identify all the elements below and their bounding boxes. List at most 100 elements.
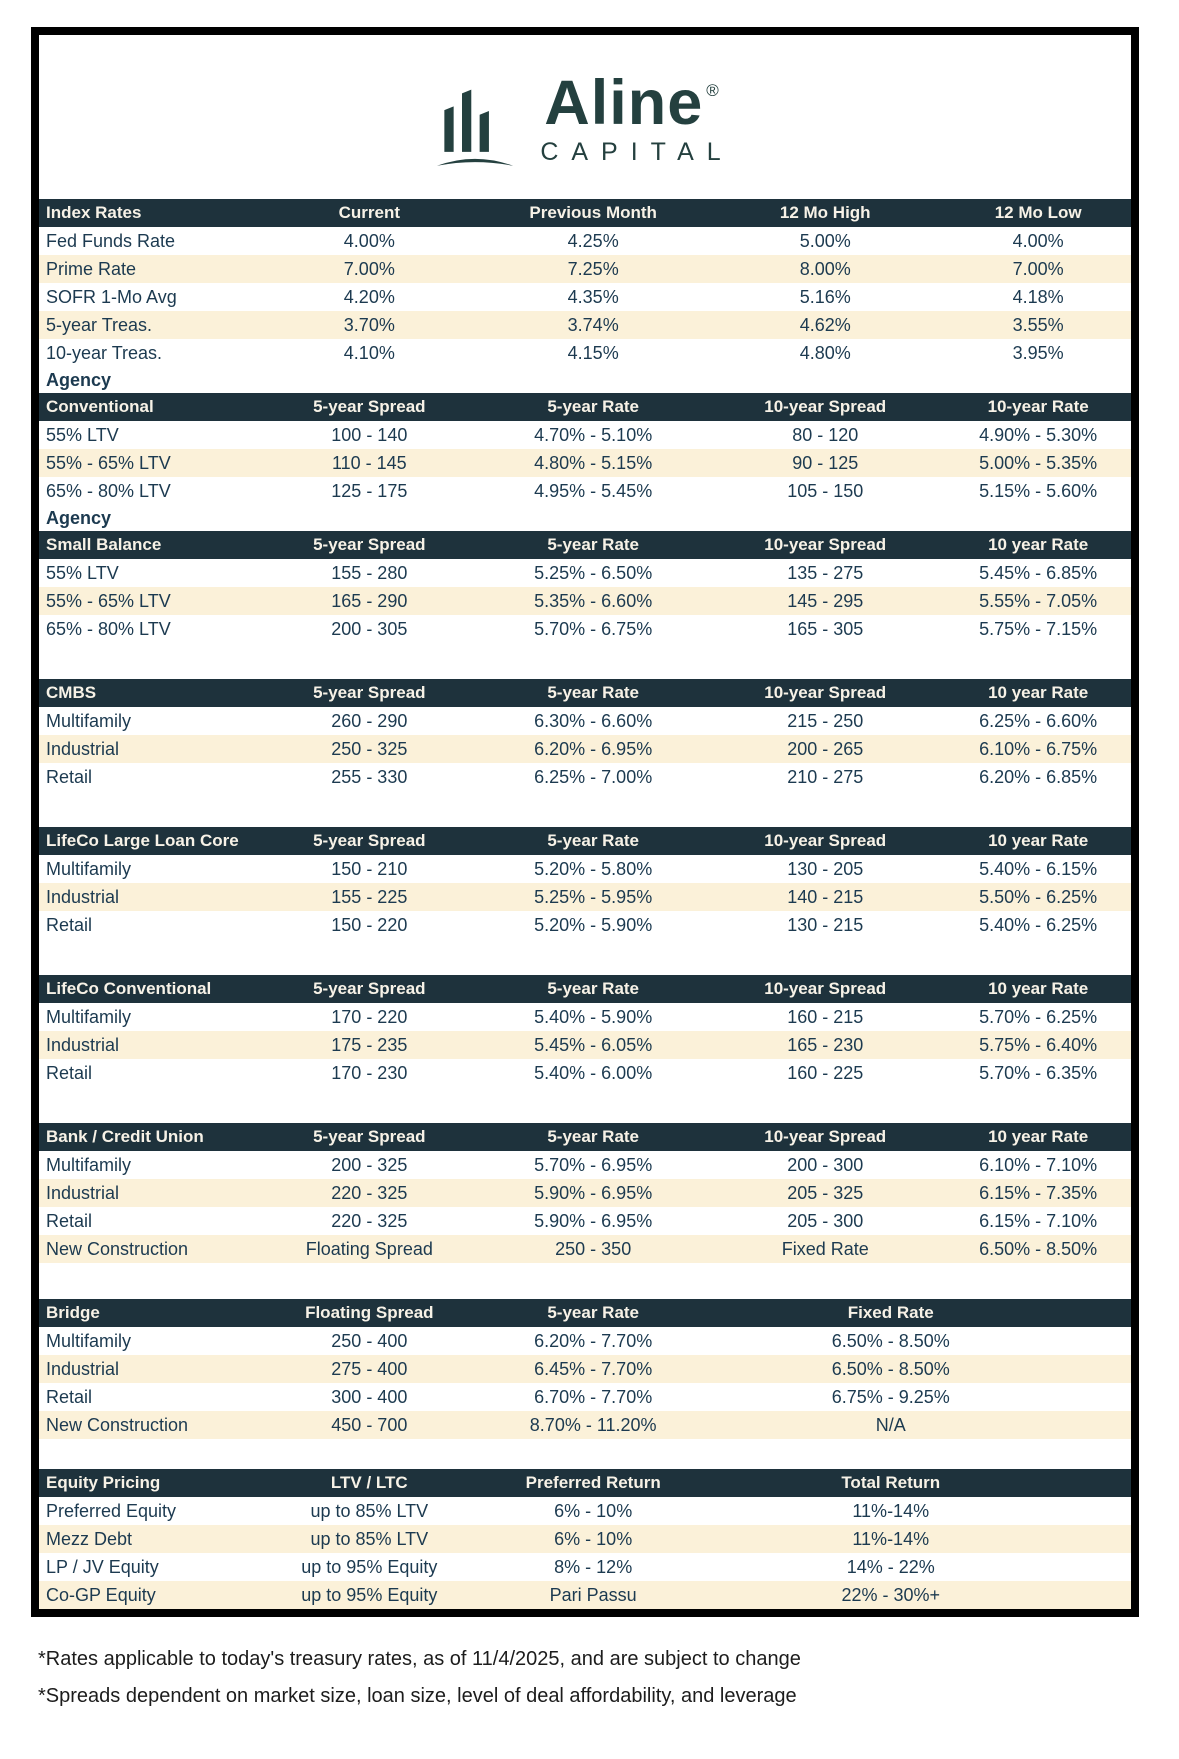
cell-value: 165 - 230 xyxy=(787,1034,864,1055)
row-label: Multifamily xyxy=(46,858,132,879)
row-label: Industrial xyxy=(46,1182,120,1203)
cell-value: 135 - 275 xyxy=(787,562,864,583)
row-label: Multifamily xyxy=(46,1154,132,1175)
cell-value: 160 - 215 xyxy=(787,1006,864,1027)
building-icon xyxy=(437,89,514,166)
cell-value: 105 - 150 xyxy=(787,480,864,501)
cell-value: 3.55% xyxy=(1012,314,1064,335)
row-label: Co-GP Equity xyxy=(46,1584,156,1605)
cell-value: 5.20% - 5.90% xyxy=(534,914,653,935)
row-label: SOFR 1-Mo Avg xyxy=(46,286,177,307)
footnotes: *Rates applicable to today's treasury ra… xyxy=(38,1647,1179,1708)
cell-value: 275 - 400 xyxy=(331,1358,408,1379)
table-row: Multifamily 260 - 290 6.30% - 6.60% 215 - 2… xyxy=(39,707,1131,735)
row-label: 65% - 80% LTV xyxy=(46,480,171,501)
cell-value: 200 - 300 xyxy=(787,1154,864,1175)
cell-value: 5.70% - 6.75% xyxy=(534,618,653,639)
column-header: 5-year Rate xyxy=(547,1127,640,1146)
cell-value: up to 95% Equity xyxy=(301,1584,438,1605)
cell-value: 8.00% xyxy=(799,258,851,279)
cell-value: 4.00% xyxy=(343,230,395,251)
table-row: Co-GP Equity up to 95% Equity Pari Passu 22… xyxy=(39,1581,1131,1609)
table-row: Multifamily 250 - 400 6.20% - 7.70% 6.50% -… xyxy=(39,1327,1131,1355)
logo: Aline ® CAPITAL xyxy=(39,35,1131,199)
table-row: Industrial 220 - 325 5.90% - 6.95% 205 - 32… xyxy=(39,1179,1131,1207)
logo-wordmark: Aline ® xyxy=(544,71,720,135)
row-label: New Construction xyxy=(46,1414,189,1435)
cell-value: 5.50% - 6.25% xyxy=(979,886,1098,907)
cell-value: 3.74% xyxy=(567,314,619,335)
table-row: Retail 220 - 325 5.90% - 6.95% 205 - 300 6.1… xyxy=(39,1207,1131,1235)
cell-value: 155 - 225 xyxy=(331,886,408,907)
cell-value: 210 - 275 xyxy=(787,766,864,787)
cell-value: 260 - 290 xyxy=(331,710,408,731)
row-label: LP / JV Equity xyxy=(46,1556,159,1577)
row-label: Multifamily xyxy=(46,1006,132,1027)
header-row: Small Balance 5-year Spread 5-year Rate 10-… xyxy=(39,531,1131,559)
cell-value: 175 - 235 xyxy=(331,1034,408,1055)
cell-value: 4.80% xyxy=(799,342,851,363)
column-header: 5-year Rate xyxy=(547,683,640,702)
cell-value: 5.40% - 5.90% xyxy=(534,1006,653,1027)
cell-value: 150 - 220 xyxy=(331,914,408,935)
row-label: 65% - 80% LTV xyxy=(46,618,171,639)
cell-value: 5.20% - 5.80% xyxy=(534,858,653,879)
column-header: 5-year Spread xyxy=(313,1127,426,1146)
cell-value: 6.50% - 8.50% xyxy=(831,1358,950,1379)
row-label: Retail xyxy=(46,1210,93,1231)
cell-value: 5.75% - 6.40% xyxy=(979,1034,1098,1055)
cell-value: 4.95% - 5.45% xyxy=(534,480,653,501)
cell-value: 6.50% - 8.50% xyxy=(979,1238,1098,1259)
column-header: 10-year Spread xyxy=(764,979,887,998)
column-header: Small Balance xyxy=(46,535,162,554)
cell-value: 22% - 30%+ xyxy=(841,1584,941,1605)
footnote-spreads: *Spreads dependent on market size, loan … xyxy=(38,1685,797,1707)
column-header: 5-year Rate xyxy=(547,397,640,416)
cell-value: 6.50% - 8.50% xyxy=(831,1330,950,1351)
table-row: SOFR 1-Mo Avg 4.20% 4.35% 5.16% 4.18% xyxy=(39,283,1131,311)
cell-value: 450 - 700 xyxy=(331,1414,408,1435)
table-row: New Construction 450 - 700 8.70% - 11.20% N… xyxy=(39,1411,1131,1439)
column-header: 10-year Spread xyxy=(764,831,887,850)
column-header: Bridge xyxy=(46,1303,100,1322)
cell-value: 150 - 210 xyxy=(331,858,408,879)
lifeco-conventional-table: LifeCo Conventional 5-year Spread 5-year R… xyxy=(39,975,1131,1087)
table-row: Mezz Debt up to 85% LTV 6% - 10% 11%-14% xyxy=(39,1525,1131,1553)
row-label: Multifamily xyxy=(46,1330,132,1351)
row-label: Industrial xyxy=(46,886,120,907)
header-row: CMBS 5-year Spread 5-year Rate 10-year Spre… xyxy=(39,679,1131,707)
cell-value: 250 - 325 xyxy=(331,738,408,759)
cell-value: 5.45% - 6.85% xyxy=(979,562,1098,583)
cell-value: 4.10% xyxy=(343,342,395,363)
cell-value: 200 - 305 xyxy=(331,618,408,639)
table-row: New Construction Floating Spread 250 - 350… xyxy=(39,1235,1131,1263)
table-row: 55% - 65% LTV 165 - 290 5.35% - 6.60% 145 -… xyxy=(39,587,1131,615)
row-label: Multifamily xyxy=(46,710,132,731)
cell-value: 200 - 325 xyxy=(331,1154,408,1175)
cell-value: 220 - 325 xyxy=(331,1210,408,1231)
cell-value: 6.30% - 6.60% xyxy=(534,710,653,731)
cell-value: 5.00% - 5.35% xyxy=(979,452,1098,473)
cell-value: 3.70% xyxy=(343,314,395,335)
row-label: Retail xyxy=(46,766,93,787)
rate-sheet-frame: Aline ® CAPITAL Index Rates Current Previou… xyxy=(31,27,1139,1617)
cell-value: 5.55% - 7.05% xyxy=(979,590,1098,611)
cell-value: 6% - 10% xyxy=(554,1500,633,1521)
cell-value: 170 - 230 xyxy=(331,1062,408,1083)
cell-value: Floating Spread xyxy=(305,1238,433,1259)
cell-value: 5.75% - 7.15% xyxy=(979,618,1098,639)
column-header: 10-year Rate xyxy=(987,397,1089,416)
cell-value: 7.00% xyxy=(1012,258,1064,279)
cmbs-table: CMBS 5-year Spread 5-year Rate 10-year Spre… xyxy=(39,679,1131,791)
logo-text: Aline ® CAPITAL xyxy=(530,71,733,167)
cell-value: 6.25% - 6.60% xyxy=(979,710,1098,731)
agency-label-1: Agency xyxy=(39,367,1131,393)
cell-value: 80 - 120 xyxy=(792,424,859,445)
row-label: 55% - 65% LTV xyxy=(46,590,171,611)
row-label: 55% LTV xyxy=(46,424,119,445)
row-label: Retail xyxy=(46,1062,93,1083)
cell-value: 5.70% - 6.95% xyxy=(534,1154,653,1175)
cell-value: 7.25% xyxy=(567,258,619,279)
column-header: 12 Mo High xyxy=(779,203,871,222)
table-row: 5-year Treas. 3.70% 3.74% 4.62% 3.55% xyxy=(39,311,1131,339)
